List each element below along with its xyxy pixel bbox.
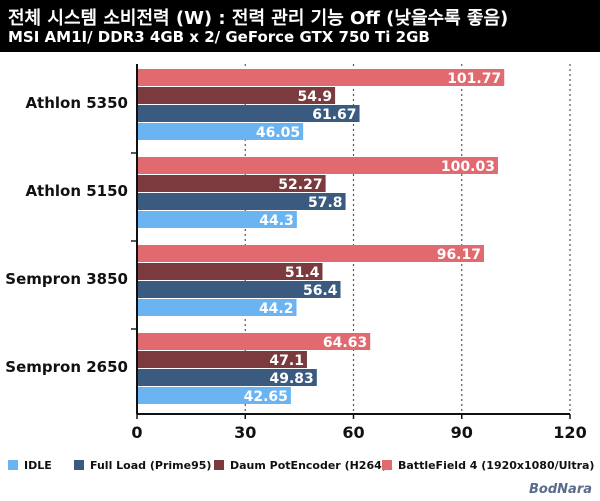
data-label: 52.27: [278, 177, 322, 193]
bar: [137, 105, 360, 122]
data-label: 101.77: [447, 71, 501, 87]
data-label: 44.2: [259, 301, 294, 317]
data-label: 64.63: [323, 335, 367, 351]
bar: [137, 351, 307, 368]
x-tick-label: 90: [451, 423, 473, 442]
bar: [137, 333, 371, 350]
chart-title: 전체 시스템 소비전력 (W) : 전력 관리 기능 Off (낮을수록 좋음): [8, 8, 509, 29]
bar: [137, 87, 336, 104]
category-label: Athlon 5150: [25, 182, 128, 200]
data-label: 57.8: [308, 195, 343, 211]
data-label: 51.4: [285, 265, 320, 281]
data-label: 49.83: [270, 371, 314, 387]
legend-label-idle: IDLE: [24, 459, 52, 472]
bar: [137, 281, 341, 298]
header-bar: 전체 시스템 소비전력 (W) : 전력 관리 기능 Off (낮을수록 좋음)…: [0, 0, 600, 52]
data-label: 42.65: [244, 389, 288, 405]
legend-swatch-idle: [8, 460, 18, 470]
category-label: Athlon 5350: [25, 94, 128, 112]
bar: [137, 157, 498, 174]
data-label: 100.03: [441, 159, 495, 175]
x-tick-label: 0: [131, 423, 142, 442]
legend-label-battlefield: BattleField 4 (1920x1080/Ultra): [398, 459, 595, 472]
bar: [137, 263, 323, 280]
legend-swatch-battlefield: [382, 460, 392, 470]
bar: [137, 369, 317, 386]
legend-swatch-daum: [214, 460, 224, 470]
bar: [137, 123, 304, 140]
bar: [137, 299, 297, 316]
data-label: 47.1: [269, 353, 304, 369]
legend-label-daum: Daum PotEncoder (H264): [230, 459, 387, 472]
bar: [137, 387, 291, 404]
category-label: Sempron 3850: [5, 270, 128, 288]
chart-subtitle: MSI AM1I/ DDR3 4GB x 2/ GeForce GTX 750 …: [8, 28, 430, 46]
data-label: 54.9: [298, 89, 333, 105]
data-label: 44.3: [259, 213, 294, 229]
data-label: 46.05: [256, 125, 300, 141]
bar-chart: 101.77 54.9 61.67 46.05 Athlon 5350 100.03 52.…: [5, 64, 587, 442]
legend-swatch-full-load: [74, 460, 84, 470]
x-tick-label: 30: [234, 423, 256, 442]
bar: [137, 69, 505, 86]
data-label: 61.67: [312, 107, 356, 123]
watermark-logo: BodNara: [529, 482, 592, 497]
bar: [137, 193, 346, 210]
x-tick-label: 120: [553, 423, 586, 442]
category-label: Sempron 2650: [5, 358, 128, 376]
bar: [137, 175, 326, 192]
data-label: 96.17: [437, 247, 481, 263]
x-tick-label: 60: [342, 423, 364, 442]
data-label: 56.4: [303, 283, 338, 299]
bar: [137, 211, 297, 228]
bar: [137, 245, 485, 262]
legend-label-full-load: Full Load (Prime95): [90, 459, 212, 472]
